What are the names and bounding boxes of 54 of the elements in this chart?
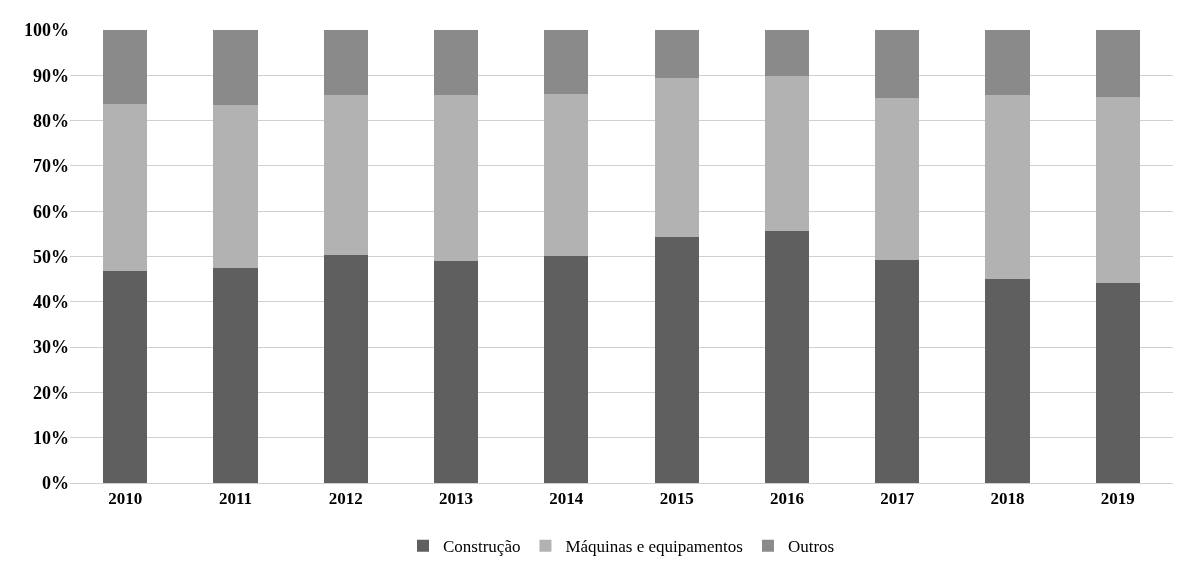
bar: [323, 255, 368, 483]
y-tick-label: 80%: [33, 110, 69, 131]
x-tick-label: 2012: [328, 489, 363, 509]
y-tick-label: 20%: [33, 382, 69, 403]
y-tick-label: 0%: [42, 473, 69, 494]
y-tick-label: 60%: [33, 201, 69, 222]
bar: [985, 278, 1030, 483]
bar: [544, 255, 589, 483]
bar: [875, 98, 920, 260]
x-tick-label: 2013: [439, 489, 474, 509]
bar: [103, 103, 148, 271]
bar: [764, 230, 810, 483]
bar: [764, 75, 810, 231]
bar: [433, 260, 479, 483]
x-tick-label: 2010: [108, 489, 143, 509]
bar: [875, 259, 920, 483]
bar: [213, 30, 258, 105]
bar: [213, 104, 258, 268]
bar: [544, 94, 589, 256]
x-tick-label: 2017: [880, 489, 915, 509]
y-tick-label: 90%: [33, 65, 69, 86]
bar: [544, 30, 589, 95]
bar: [985, 94, 1030, 279]
y-tick-label: 50%: [33, 246, 69, 267]
bar: [433, 94, 479, 261]
legend-label: Outros: [787, 537, 835, 557]
bar: [654, 78, 699, 238]
bar: [654, 30, 699, 79]
y-tick-label: 70%: [33, 156, 69, 177]
bar: [323, 95, 368, 256]
bar: [433, 30, 479, 95]
bar: [1095, 97, 1140, 283]
x-tick-label: 2016: [769, 489, 804, 509]
x-tick-label: 2018: [990, 489, 1025, 509]
bar: [654, 237, 699, 483]
bar: [985, 30, 1030, 95]
bar: [103, 271, 148, 483]
bar: [103, 30, 148, 104]
bar: [1095, 282, 1140, 483]
x-tick-label: 2015: [659, 489, 694, 509]
x-tick-label: 2011: [218, 489, 252, 509]
bar: [213, 267, 258, 483]
y-tick-label: 10%: [33, 428, 69, 448]
bar: [1095, 30, 1140, 98]
bar: [764, 30, 810, 76]
legend-label: Construção: [443, 537, 521, 557]
x-tick-label: 2014: [549, 489, 584, 509]
y-tick-label: 40%: [33, 292, 69, 313]
x-tick-label: 2019: [1100, 489, 1135, 509]
y-tick-label: 100%: [24, 20, 69, 41]
bar: [875, 30, 920, 99]
legend-label: Máquinas e equipamentos: [565, 537, 743, 557]
y-tick-label: 30%: [33, 337, 69, 358]
bar: [323, 30, 368, 96]
